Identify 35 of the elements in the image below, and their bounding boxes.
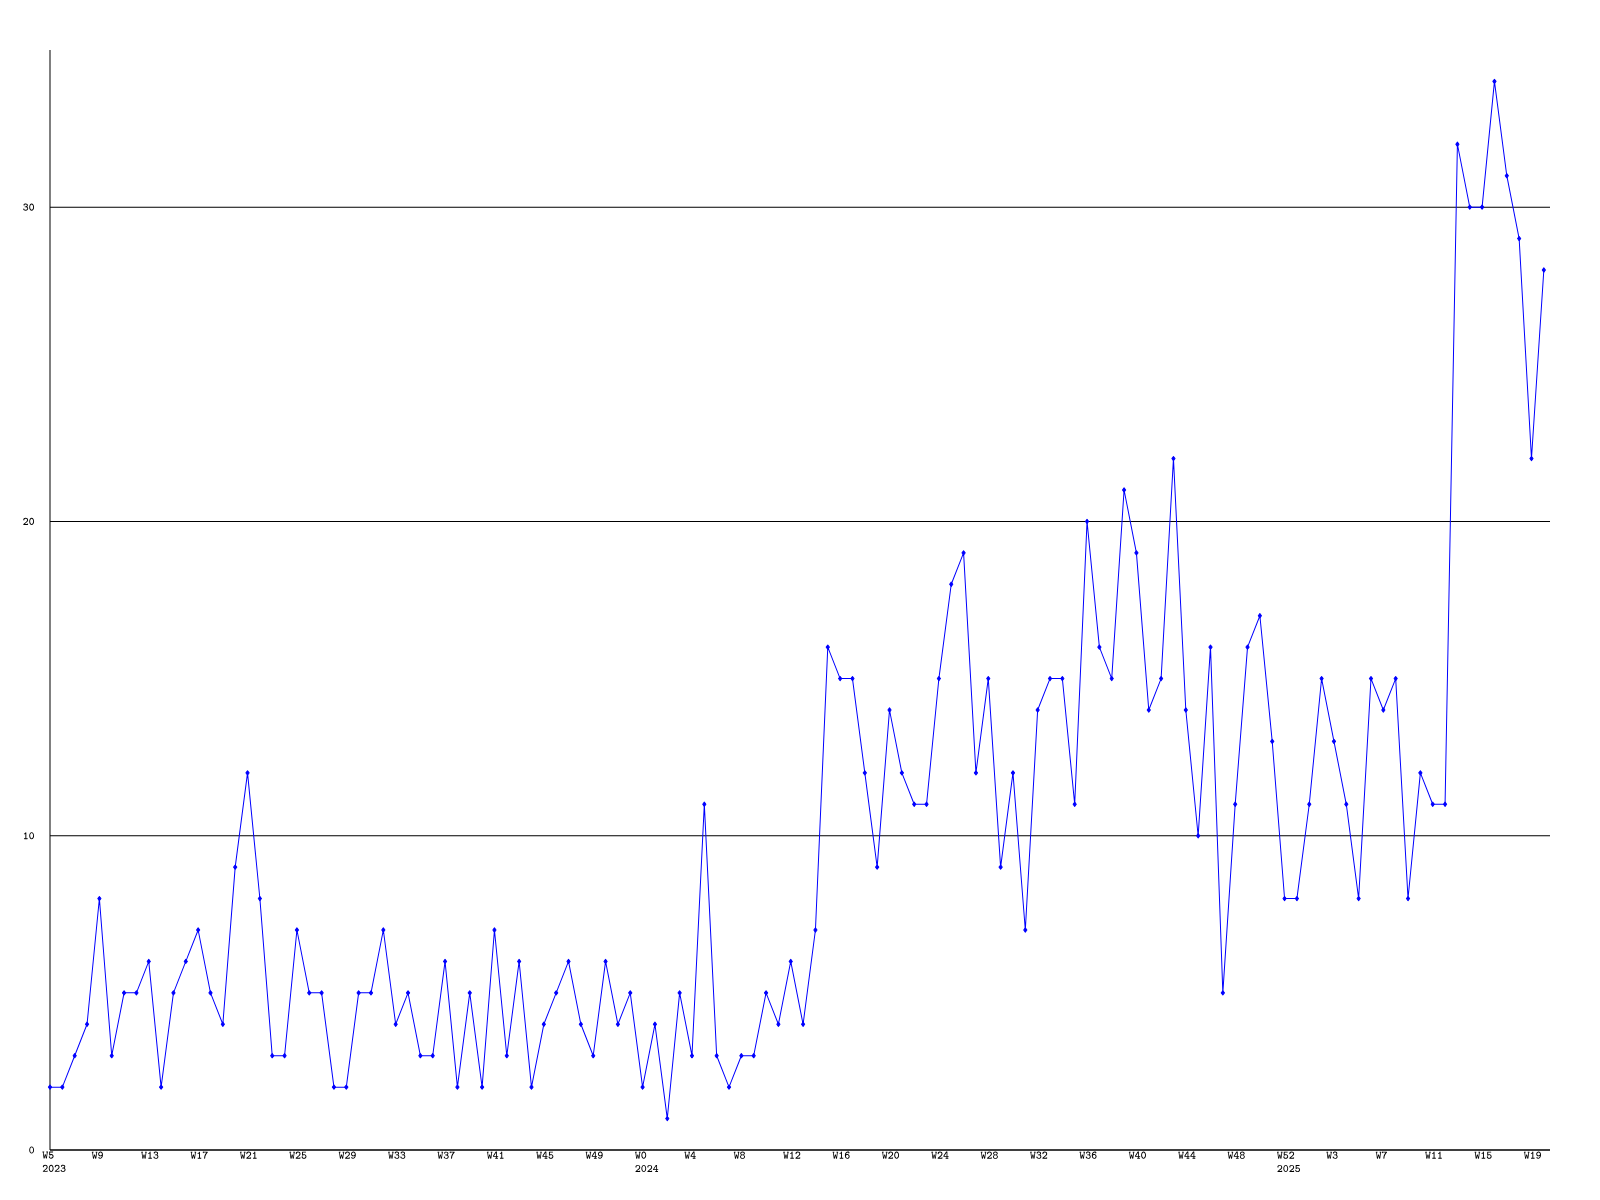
x-tick-label: W25 (289, 1151, 307, 1159)
x-tick-label: W11 (1425, 1151, 1442, 1159)
x-tick-label: W20 (881, 1151, 900, 1159)
x-tick-label: W37 (437, 1151, 455, 1159)
x-tick-label: W9 (91, 1151, 103, 1159)
y-tick-label: 0 (29, 1146, 35, 1154)
x-tick-label: W17 (190, 1151, 208, 1159)
x-tick-label: W44 (1178, 1151, 1196, 1159)
x-tick-label: W8 (733, 1151, 746, 1159)
x-tick-label: W29 (338, 1151, 356, 1159)
y-tick-label: 30 (23, 203, 35, 211)
x-tick-label: W0 2024 (634, 1151, 659, 1173)
x-tick-label: W15 (1474, 1151, 1492, 1159)
y-tick-label: 20 (23, 517, 35, 526)
x-tick-label: W4 (684, 1151, 696, 1159)
x-tick-label: W21 (239, 1151, 257, 1159)
y-tick-label: 10 (23, 832, 35, 840)
x-tick-label: W33 (388, 1151, 406, 1159)
x-tick-label: W48 (1227, 1151, 1245, 1159)
x-tick-label: W36 (1079, 1151, 1097, 1159)
x-tick-label: W16 (832, 1151, 850, 1159)
x-tick-label: W19 (1523, 1151, 1541, 1159)
x-tick-label: W3 (1326, 1151, 1338, 1159)
x-tick-label: W7 (1375, 1151, 1388, 1159)
x-tick-label: W52 2025 (1276, 1151, 1301, 1173)
x-tick-label: W49 (585, 1151, 603, 1159)
x-tick-label: W24 (931, 1151, 949, 1159)
x-tick-label: W45 (536, 1151, 554, 1159)
x-tick-label: W41 (486, 1151, 504, 1159)
x-tick-label: W13 (141, 1151, 159, 1159)
x-tick-label: W5 2023 (42, 1151, 66, 1172)
x-tick-label: W32 (1030, 1151, 1048, 1159)
x-tick-label: W28 (980, 1151, 998, 1159)
x-tick-label: W40 (1128, 1151, 1146, 1159)
x-tick-label: W12 (783, 1151, 801, 1159)
